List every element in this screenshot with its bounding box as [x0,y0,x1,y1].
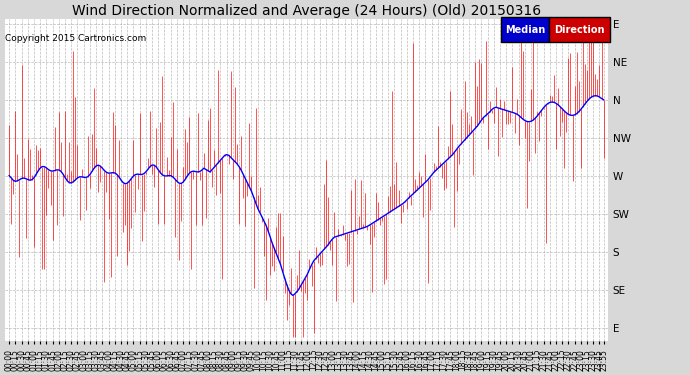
Text: Median: Median [505,25,545,34]
Text: Direction: Direction [554,25,604,34]
Title: Wind Direction Normalized and Average (24 Hours) (Old) 20150316: Wind Direction Normalized and Average (2… [72,4,541,18]
Text: Copyright 2015 Cartronics.com: Copyright 2015 Cartronics.com [5,34,146,44]
